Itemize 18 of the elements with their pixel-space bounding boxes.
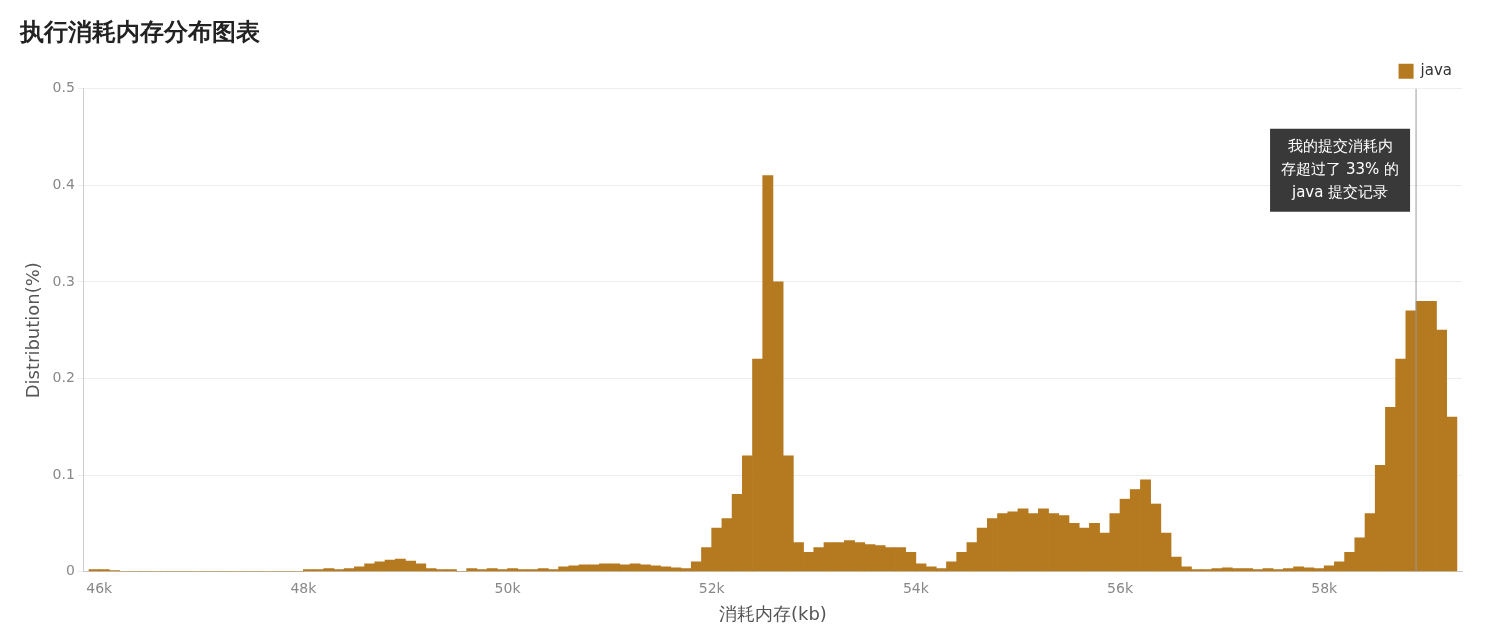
x-tick-label: 46k bbox=[86, 579, 114, 596]
x-tick-label: 50k bbox=[494, 579, 522, 596]
y-tick-label: 0.1 bbox=[52, 465, 75, 482]
y-tick-label: 0.3 bbox=[52, 272, 75, 289]
x-axis-title: 消耗内存(kb) bbox=[718, 602, 827, 624]
y-tick-label: 0 bbox=[65, 562, 75, 579]
y-axis-title: Distribution(%) bbox=[22, 262, 44, 399]
x-tick-label: 58k bbox=[1311, 579, 1339, 596]
y-tick-label: 0.5 bbox=[52, 79, 75, 96]
x-tick-label: 54k bbox=[902, 579, 930, 596]
ref-line-label: 我的提交消耗内存超过了 33% 的 java 提交记录 bbox=[1281, 137, 1400, 202]
legend-label: java bbox=[1419, 61, 1453, 80]
x-tick-label: 56k bbox=[1107, 579, 1134, 596]
x-tick-label: 48k bbox=[290, 579, 318, 596]
chart-title: 执行消耗内存分布图表 bbox=[19, 17, 260, 46]
y-tick-label: 0.2 bbox=[52, 369, 75, 386]
x-tick-label: 52k bbox=[698, 579, 726, 596]
y-tick-label: 0.4 bbox=[52, 176, 75, 192]
